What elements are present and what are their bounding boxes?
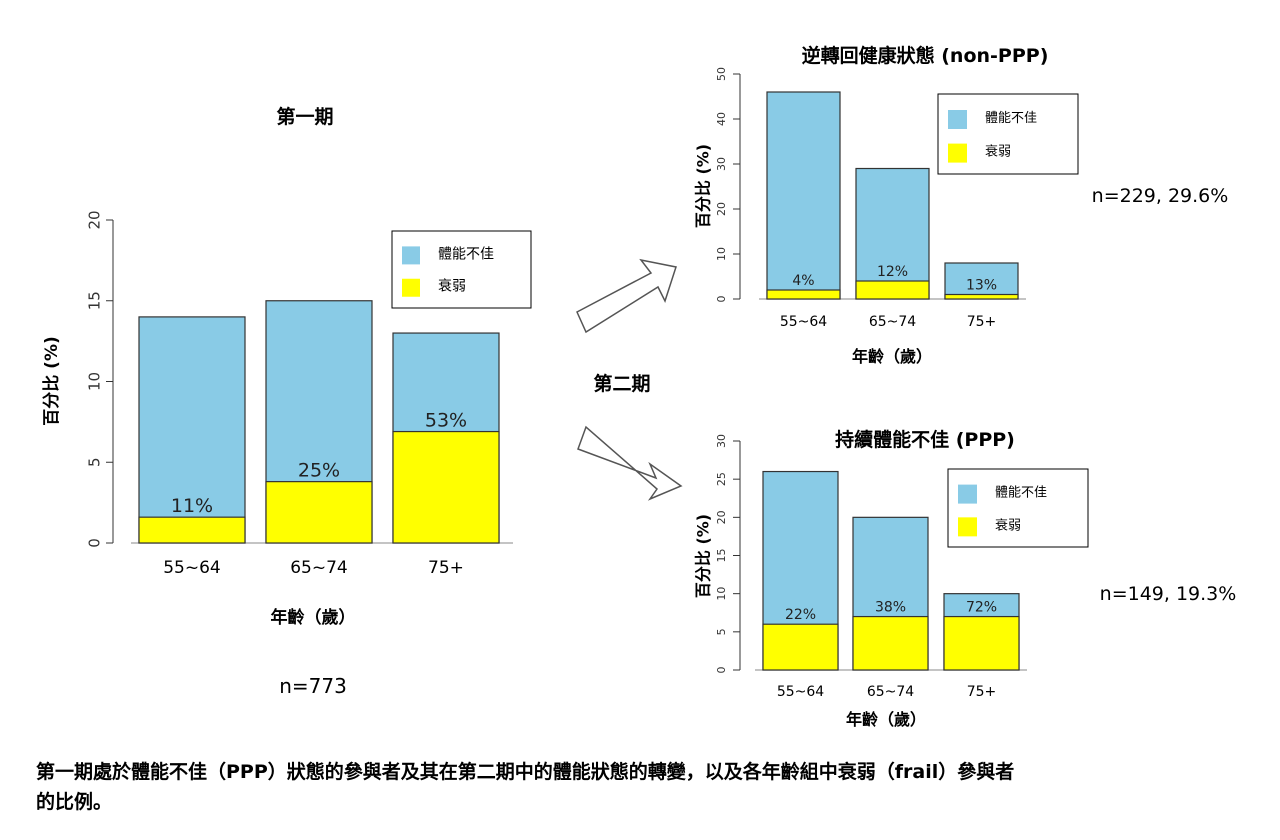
category-label: 55~64 [780, 314, 827, 330]
bar-frail-3 [392, 430, 500, 544]
period2-title: 第二期 [593, 372, 650, 395]
y-tick-label: 20 [715, 202, 728, 216]
bar-ppp-1 [138, 316, 246, 544]
bar-ppp-1 [766, 91, 841, 300]
legend-label-frail: 衰弱 [438, 278, 466, 295]
legend-label-ppp: 體能不佳 [995, 486, 1047, 501]
arrow-down-right [577, 425, 683, 501]
charts-group: 0 5 10 15 20 11% 55~64 25% 65~74 53% 75+ 年齡（歲） 百分比 (… [41, 44, 1236, 729]
caption-line-2: 的比例。 [36, 790, 112, 813]
x-axis-label: 年齡（歲） [852, 347, 932, 366]
category-label: 65~74 [290, 558, 348, 578]
y-tick-label: 20 [86, 210, 104, 229]
sample-size-note: n=149, 19.3% [1100, 583, 1237, 605]
y-axis-label: 百分比 (%) [41, 336, 62, 426]
data-label: 53% [425, 410, 467, 432]
y-axis-label: 百分比 (%) [694, 144, 713, 228]
caption-line-1: 第一期處於體能不佳（PPP）狀態的參與者及其在第二期中的體能狀態的轉變，以及各年… [36, 760, 1014, 783]
category-label: 55~64 [163, 558, 221, 578]
chart-ppp: 持續體能不佳 (PPP) 0 5 10 15 20 25 30 22% 55~64 38% 65~74… [694, 428, 1237, 729]
y-tick-label: 5 [86, 457, 104, 467]
legend-label-frail: 衰弱 [985, 144, 1011, 160]
data-label: 12% [877, 264, 908, 280]
bar-frail-2 [265, 481, 373, 544]
data-label: 22% [785, 607, 816, 623]
period1-title: 第一期 [276, 105, 333, 128]
bar-frail-1 [138, 516, 246, 544]
category-label: 75+ [428, 558, 464, 578]
sample-size-note: n=229, 29.6% [1092, 185, 1229, 207]
y-tick-label: 5 [715, 628, 728, 635]
legend-swatch-ppp [402, 246, 420, 265]
y-tick-label: 10 [715, 587, 728, 601]
legend-label-ppp: 體能不佳 [985, 111, 1037, 126]
chart-non_ppp: 逆轉回健康狀態 (non-PPP) 0 10 20 30 40 50 4% 55~64 12% 65… [694, 44, 1229, 366]
data-label: 13% [966, 278, 997, 294]
y-tick-label: 40 [715, 112, 728, 126]
y-tick-label: 0 [715, 296, 728, 303]
data-label: 72% [966, 600, 997, 616]
legend-swatch-frail [948, 143, 967, 163]
data-label: 4% [792, 273, 814, 289]
bar-frail-1 [766, 289, 841, 300]
bar-frail-2 [855, 280, 930, 300]
y-tick-label: 50 [715, 67, 728, 81]
bar-ppp-2 [855, 167, 930, 300]
y-tick-label: 15 [86, 291, 104, 310]
y-tick-label: 20 [715, 510, 728, 524]
y-tick-label: 30 [715, 157, 728, 171]
sample-size-note: n=773 [279, 674, 347, 698]
y-tick-label: 10 [86, 372, 104, 391]
arrow-up-right [576, 258, 677, 334]
chart-title: 逆轉回健康狀態 (non-PPP) [802, 44, 1049, 67]
y-tick-label: 15 [715, 549, 728, 563]
legend-swatch-ppp [948, 110, 967, 129]
category-label: 75+ [967, 684, 997, 700]
category-label: 65~74 [867, 684, 914, 700]
bar-frail-3 [944, 293, 1019, 300]
y-tick-label: 0 [715, 667, 728, 674]
category-label: 75+ [967, 314, 997, 330]
legend-label-frail: 衰弱 [995, 517, 1021, 533]
bar-frail-3 [943, 615, 1020, 671]
bar-frail-2 [852, 615, 929, 671]
data-label: 11% [171, 495, 213, 517]
data-label: 25% [298, 460, 340, 482]
category-label: 65~74 [869, 314, 916, 330]
x-axis-label: 年齡（歲） [271, 607, 356, 628]
chart-title: 持續體能不佳 (PPP) [835, 428, 1015, 451]
legend-swatch-frail [958, 517, 977, 537]
y-axis-label: 百分比 (%) [694, 514, 713, 598]
category-label: 55~64 [777, 684, 824, 700]
x-axis-label: 年齡（歲） [846, 710, 926, 729]
y-tick-label: 10 [715, 247, 728, 261]
legend-swatch-frail [402, 278, 420, 297]
chart-main: 0 5 10 15 20 11% 55~64 25% 65~74 53% 75+ 年齡（歲） 百分比 (… [41, 210, 532, 698]
y-tick-label: 30 [715, 434, 728, 448]
legend-swatch-ppp [958, 484, 977, 504]
y-tick-label: 25 [715, 472, 728, 486]
y-tick-label: 0 [86, 538, 104, 548]
bar-frail-1 [762, 623, 839, 671]
legend-label-ppp: 體能不佳 [438, 246, 494, 262]
data-label: 38% [875, 600, 906, 616]
